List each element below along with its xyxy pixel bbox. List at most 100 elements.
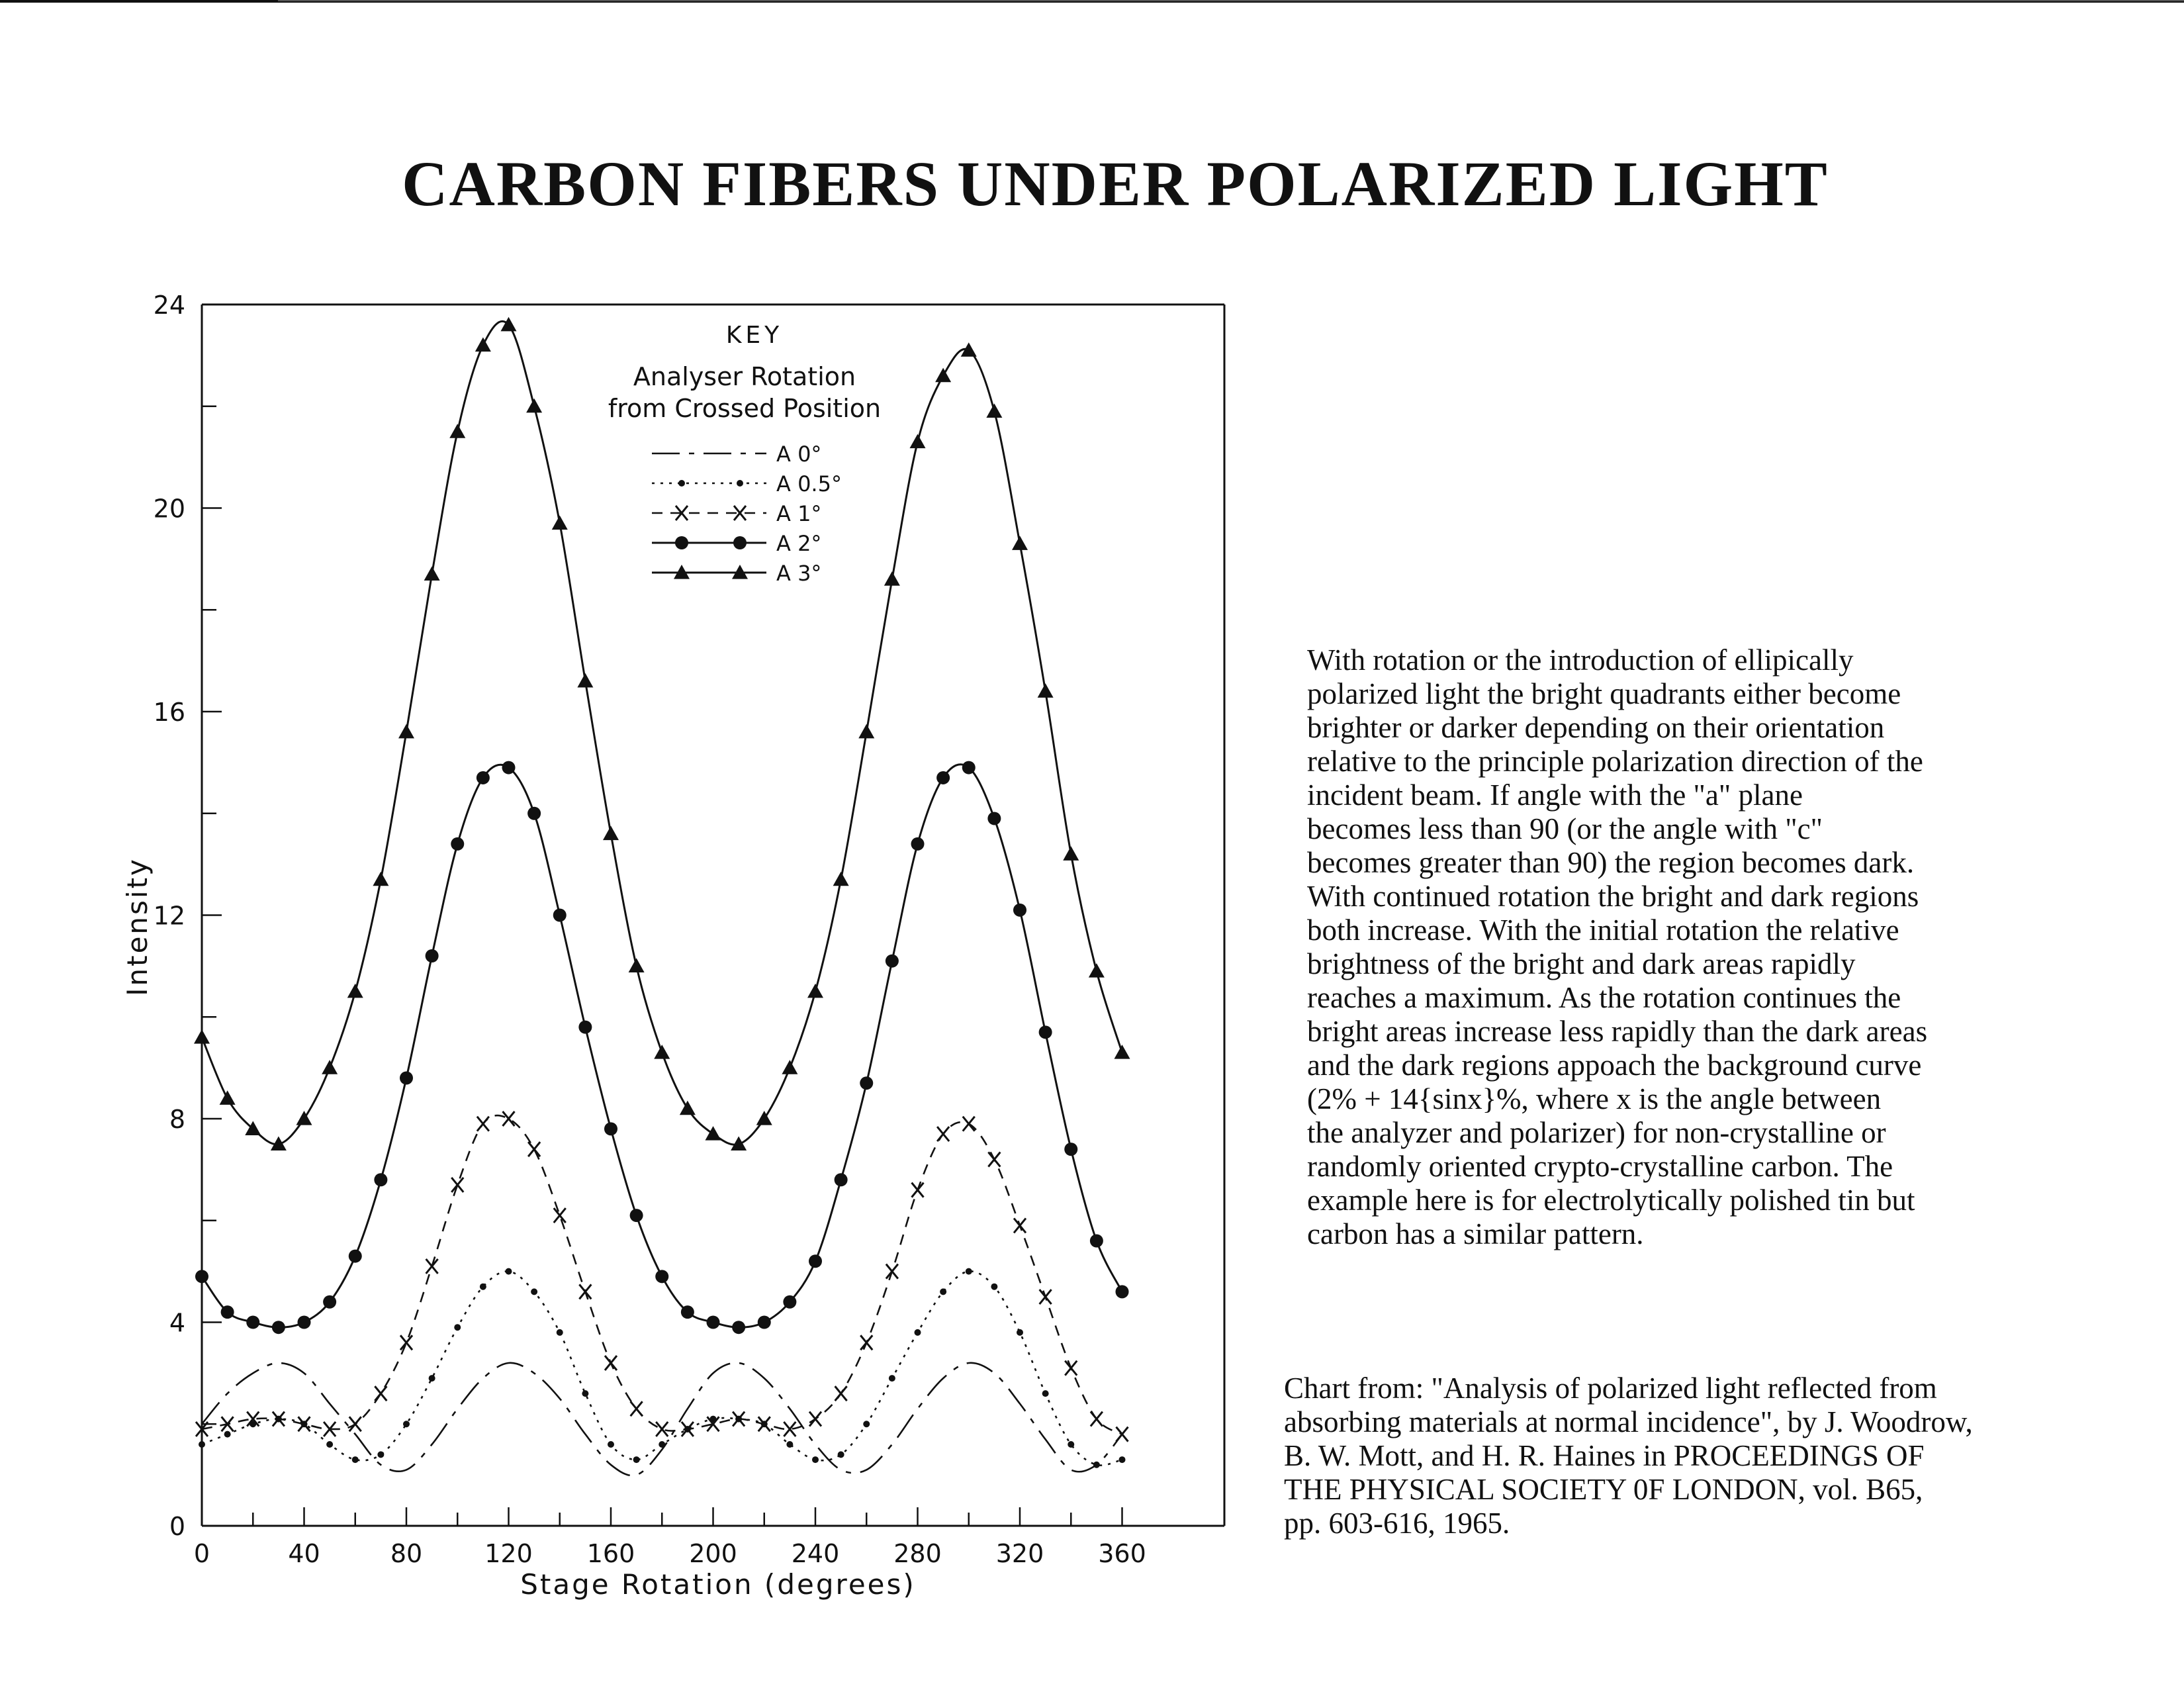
data-point-x xyxy=(655,1421,669,1437)
source-line: THE PHYSICAL SOCIETY 0F LONDON, vol. B65… xyxy=(1284,1473,1923,1506)
data-point-x-stroke xyxy=(706,1416,720,1432)
data-point-triangle xyxy=(500,316,517,332)
data-point-x xyxy=(733,505,747,521)
data-point-x-stroke xyxy=(553,1207,567,1224)
data-point-x xyxy=(987,1151,1001,1168)
data-point-x xyxy=(195,1421,209,1437)
data-point-dot xyxy=(428,1375,435,1382)
data-point-circle xyxy=(195,1270,208,1284)
data-point-circle xyxy=(962,761,976,774)
data-point-triangle xyxy=(782,1060,798,1074)
data-point-x xyxy=(578,1284,592,1300)
data-point-dot xyxy=(1093,1461,1100,1468)
data-point-x xyxy=(783,1421,797,1437)
data-point-dot xyxy=(914,1329,921,1336)
x-tick-label: 360 xyxy=(1098,1539,1146,1568)
top-rule xyxy=(0,0,2184,3)
data-point-x-stroke xyxy=(502,1111,516,1127)
data-point-dot xyxy=(863,1421,870,1428)
data-point-dot xyxy=(1017,1329,1023,1336)
data-point-dot xyxy=(377,1451,385,1458)
data-point-triangle xyxy=(756,1111,772,1125)
source-line: absorbing materials at normal incidence"… xyxy=(1284,1405,1973,1438)
data-point-triangle xyxy=(424,566,440,581)
data-point-circle xyxy=(527,806,541,820)
data-point-circle xyxy=(860,1076,874,1090)
page-title: CARBON FIBERS UNDER POLARIZED LIGHT xyxy=(402,148,1829,219)
data-point-x-stroke xyxy=(527,1141,541,1158)
data-point-x xyxy=(297,1416,311,1432)
data-point-x xyxy=(808,1411,823,1427)
data-point-circle xyxy=(502,761,516,774)
data-point-x xyxy=(271,1411,286,1427)
data-point-x xyxy=(1013,1217,1027,1234)
data-point-dot xyxy=(678,480,685,487)
data-point-dot xyxy=(505,1268,512,1275)
data-point-x-stroke xyxy=(680,1421,695,1437)
data-point-x xyxy=(476,1115,490,1132)
data-point-dot xyxy=(837,1451,844,1458)
data-point-circle xyxy=(323,1295,337,1309)
data-point-triangle xyxy=(705,1126,721,1141)
data-point-triangle xyxy=(526,398,543,413)
x-tick-label: 280 xyxy=(893,1539,942,1568)
legend-label: A 1° xyxy=(776,501,821,526)
data-point-circle xyxy=(1038,1025,1052,1039)
top-rule-secondary xyxy=(278,0,2184,1)
data-point-triangle xyxy=(603,825,619,841)
x-tick-label: 240 xyxy=(792,1539,840,1568)
data-point-x xyxy=(553,1207,567,1224)
data-point-triangle xyxy=(884,571,900,586)
description-line: brighter or darker depending on their or… xyxy=(1307,711,1885,744)
data-point-circle xyxy=(706,1315,720,1329)
data-point-x-stroke xyxy=(246,1411,260,1427)
legend-label: A 3° xyxy=(776,561,821,586)
data-point-x-stroke xyxy=(834,1385,848,1402)
data-point-circle xyxy=(271,1321,285,1335)
data-point-dot xyxy=(991,1283,998,1290)
data-point-x-stroke xyxy=(629,1401,643,1417)
data-point-circle xyxy=(425,949,439,962)
data-point-triangle xyxy=(347,983,363,998)
data-point-dot xyxy=(351,1456,359,1464)
data-point-circle xyxy=(783,1295,797,1309)
data-point-triangle xyxy=(807,983,823,998)
data-point-circle xyxy=(987,812,1001,825)
data-point-triangle xyxy=(858,724,875,739)
data-point-triangle xyxy=(1114,1045,1130,1059)
x-tick-label: 40 xyxy=(288,1539,320,1568)
series-2 xyxy=(195,1111,1129,1442)
data-point-triangle xyxy=(628,958,645,972)
description-line: bright areas increase less rapidly than … xyxy=(1307,1015,1928,1048)
data-point-circle xyxy=(733,536,747,549)
data-point-dot xyxy=(965,1268,972,1275)
data-point-triangle xyxy=(935,367,952,383)
data-point-x xyxy=(911,1182,925,1198)
data-point-x xyxy=(860,1335,874,1351)
data-point-dot xyxy=(479,1283,486,1290)
data-point-x xyxy=(962,1115,976,1132)
data-point-circle xyxy=(297,1315,311,1329)
data-point-x xyxy=(1064,1360,1078,1376)
data-point-x-stroke xyxy=(195,1421,209,1437)
data-point-x-stroke xyxy=(604,1355,618,1371)
data-point-x-stroke xyxy=(936,1126,950,1143)
data-point-x-stroke xyxy=(399,1335,414,1351)
data-point-triangle xyxy=(679,1100,696,1115)
x-tick-label: 320 xyxy=(996,1539,1044,1568)
series-0 xyxy=(201,1362,1123,1477)
data-point-circle xyxy=(604,1122,617,1136)
data-point-triangle xyxy=(1037,683,1054,698)
data-point-x-stroke xyxy=(322,1421,337,1437)
data-point-x-stroke xyxy=(476,1115,490,1132)
data-point-circle xyxy=(757,1315,771,1329)
description-text: With rotation or the introduction of ell… xyxy=(1307,643,2009,1251)
data-point-circle xyxy=(809,1254,822,1268)
data-point-dot xyxy=(582,1390,589,1397)
data-point-x-stroke xyxy=(885,1263,899,1280)
data-point-circle xyxy=(1115,1285,1129,1299)
description-line: With continued rotation the bright and d… xyxy=(1307,880,1919,913)
description-line: and the dark regions appoach the backgro… xyxy=(1307,1049,1922,1082)
data-point-circle xyxy=(834,1173,848,1187)
data-point-triangle xyxy=(270,1136,287,1151)
